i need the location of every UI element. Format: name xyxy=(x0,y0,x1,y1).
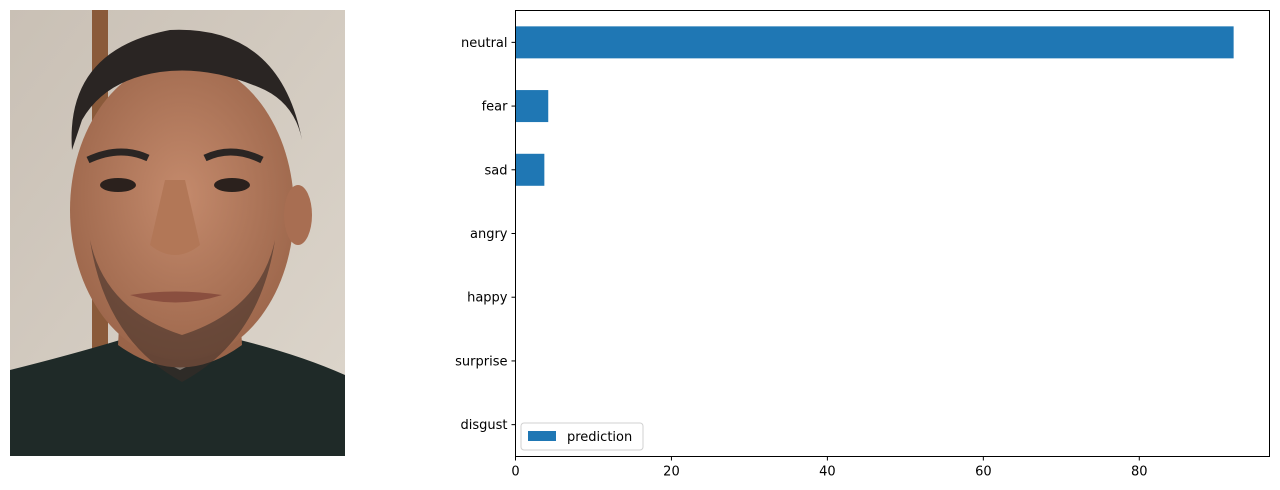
y-tick-label: happy xyxy=(467,291,508,306)
x-tick-label: 60 xyxy=(975,465,992,480)
photo-beard xyxy=(90,240,275,382)
photo-eyebrow-left xyxy=(86,148,150,164)
x-axis-ticks: 0 20 40 60 80 xyxy=(511,456,1148,480)
legend: prediction xyxy=(520,422,644,451)
photo-eye-right xyxy=(214,178,250,192)
x-tick-label: 80 xyxy=(1131,465,1148,480)
y-tick-label: angry xyxy=(470,227,508,242)
bar-neutral xyxy=(515,26,1234,59)
x-tick-label: 20 xyxy=(663,465,680,480)
x-tick-label: 0 xyxy=(511,465,519,480)
y-axis-ticks: neutral fear sad angry happy surprise disgust xyxy=(455,36,516,433)
bar-fear xyxy=(515,90,549,123)
photo-nose xyxy=(150,180,200,255)
photo-mouth xyxy=(130,291,222,303)
legend-swatch xyxy=(528,431,556,441)
y-tick-label: disgust xyxy=(461,418,508,433)
y-tick-label: surprise xyxy=(455,354,507,369)
x-tick-label: 40 xyxy=(819,465,836,480)
y-tick-label: sad xyxy=(485,163,508,178)
photo-shirt xyxy=(10,340,345,456)
bar-group xyxy=(515,26,1234,186)
photo-hair xyxy=(71,29,302,151)
photo-eyebrow-right xyxy=(203,148,264,164)
legend-label: prediction xyxy=(567,430,632,445)
photo-ear xyxy=(284,185,312,245)
y-tick-label: fear xyxy=(482,100,509,115)
plot-frame xyxy=(515,10,1270,457)
legend-box xyxy=(520,422,644,451)
photo-eye-left xyxy=(100,178,136,192)
bar-sad xyxy=(515,153,545,186)
y-tick-label: neutral xyxy=(461,36,508,51)
face-photo xyxy=(10,10,345,456)
